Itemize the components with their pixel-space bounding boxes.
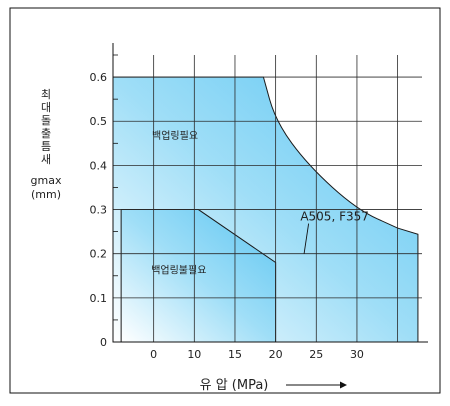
x-tick-label: 20 bbox=[269, 348, 283, 361]
y-tick-label: 0.1 bbox=[90, 292, 108, 305]
y-tick-label: 0.3 bbox=[90, 204, 108, 217]
y-tick-label: 0.6 bbox=[90, 71, 108, 84]
x-tick-label: 30 bbox=[350, 348, 364, 361]
y-axis-label-char: 대 bbox=[41, 101, 51, 114]
x-tick-label: 25 bbox=[309, 348, 323, 361]
annotation-leader bbox=[303, 223, 310, 254]
x-tick-label: 15 bbox=[228, 348, 242, 361]
grid-lines bbox=[112, 54, 422, 343]
y-tick-label: 0.5 bbox=[90, 115, 108, 128]
series-area-2 bbox=[121, 209, 276, 342]
x-tick-label: 10 bbox=[187, 348, 201, 361]
y-tick-label: 0.4 bbox=[90, 159, 108, 172]
y-axis-label-char: 새 bbox=[41, 153, 51, 166]
y-tick-label: 0.2 bbox=[90, 248, 108, 261]
x-axis-label: 유 압 (MPa) bbox=[200, 378, 269, 393]
y-axis-label-char: 최 bbox=[41, 88, 51, 101]
x-tick-label: 0 bbox=[150, 348, 157, 361]
series-outline-1 bbox=[112, 76, 419, 343]
outer-frame bbox=[9, 7, 441, 394]
x-axis-arrow bbox=[286, 381, 347, 389]
y-axis-label-char: 돌 bbox=[41, 114, 51, 127]
annotation-label: A505, F357 bbox=[300, 210, 369, 224]
y-axis-label-char: 틈 bbox=[41, 140, 51, 153]
y-axis-unit: (mm) bbox=[31, 188, 61, 201]
y-axis-label-char: 출 bbox=[41, 127, 51, 140]
y-tick-label: 0 bbox=[100, 336, 107, 349]
region-label-backup-needed: 백업링필요 bbox=[152, 129, 198, 142]
axes bbox=[112, 43, 428, 343]
region-label-backup-not-needed: 백업링불필요 bbox=[151, 264, 206, 277]
y-axis-symbol: gmax bbox=[31, 174, 62, 187]
tick-labels: 0 0.1 0.2 0.3 0.4 0.5 0.6 0 10 15 20 25 30 bbox=[90, 71, 364, 361]
